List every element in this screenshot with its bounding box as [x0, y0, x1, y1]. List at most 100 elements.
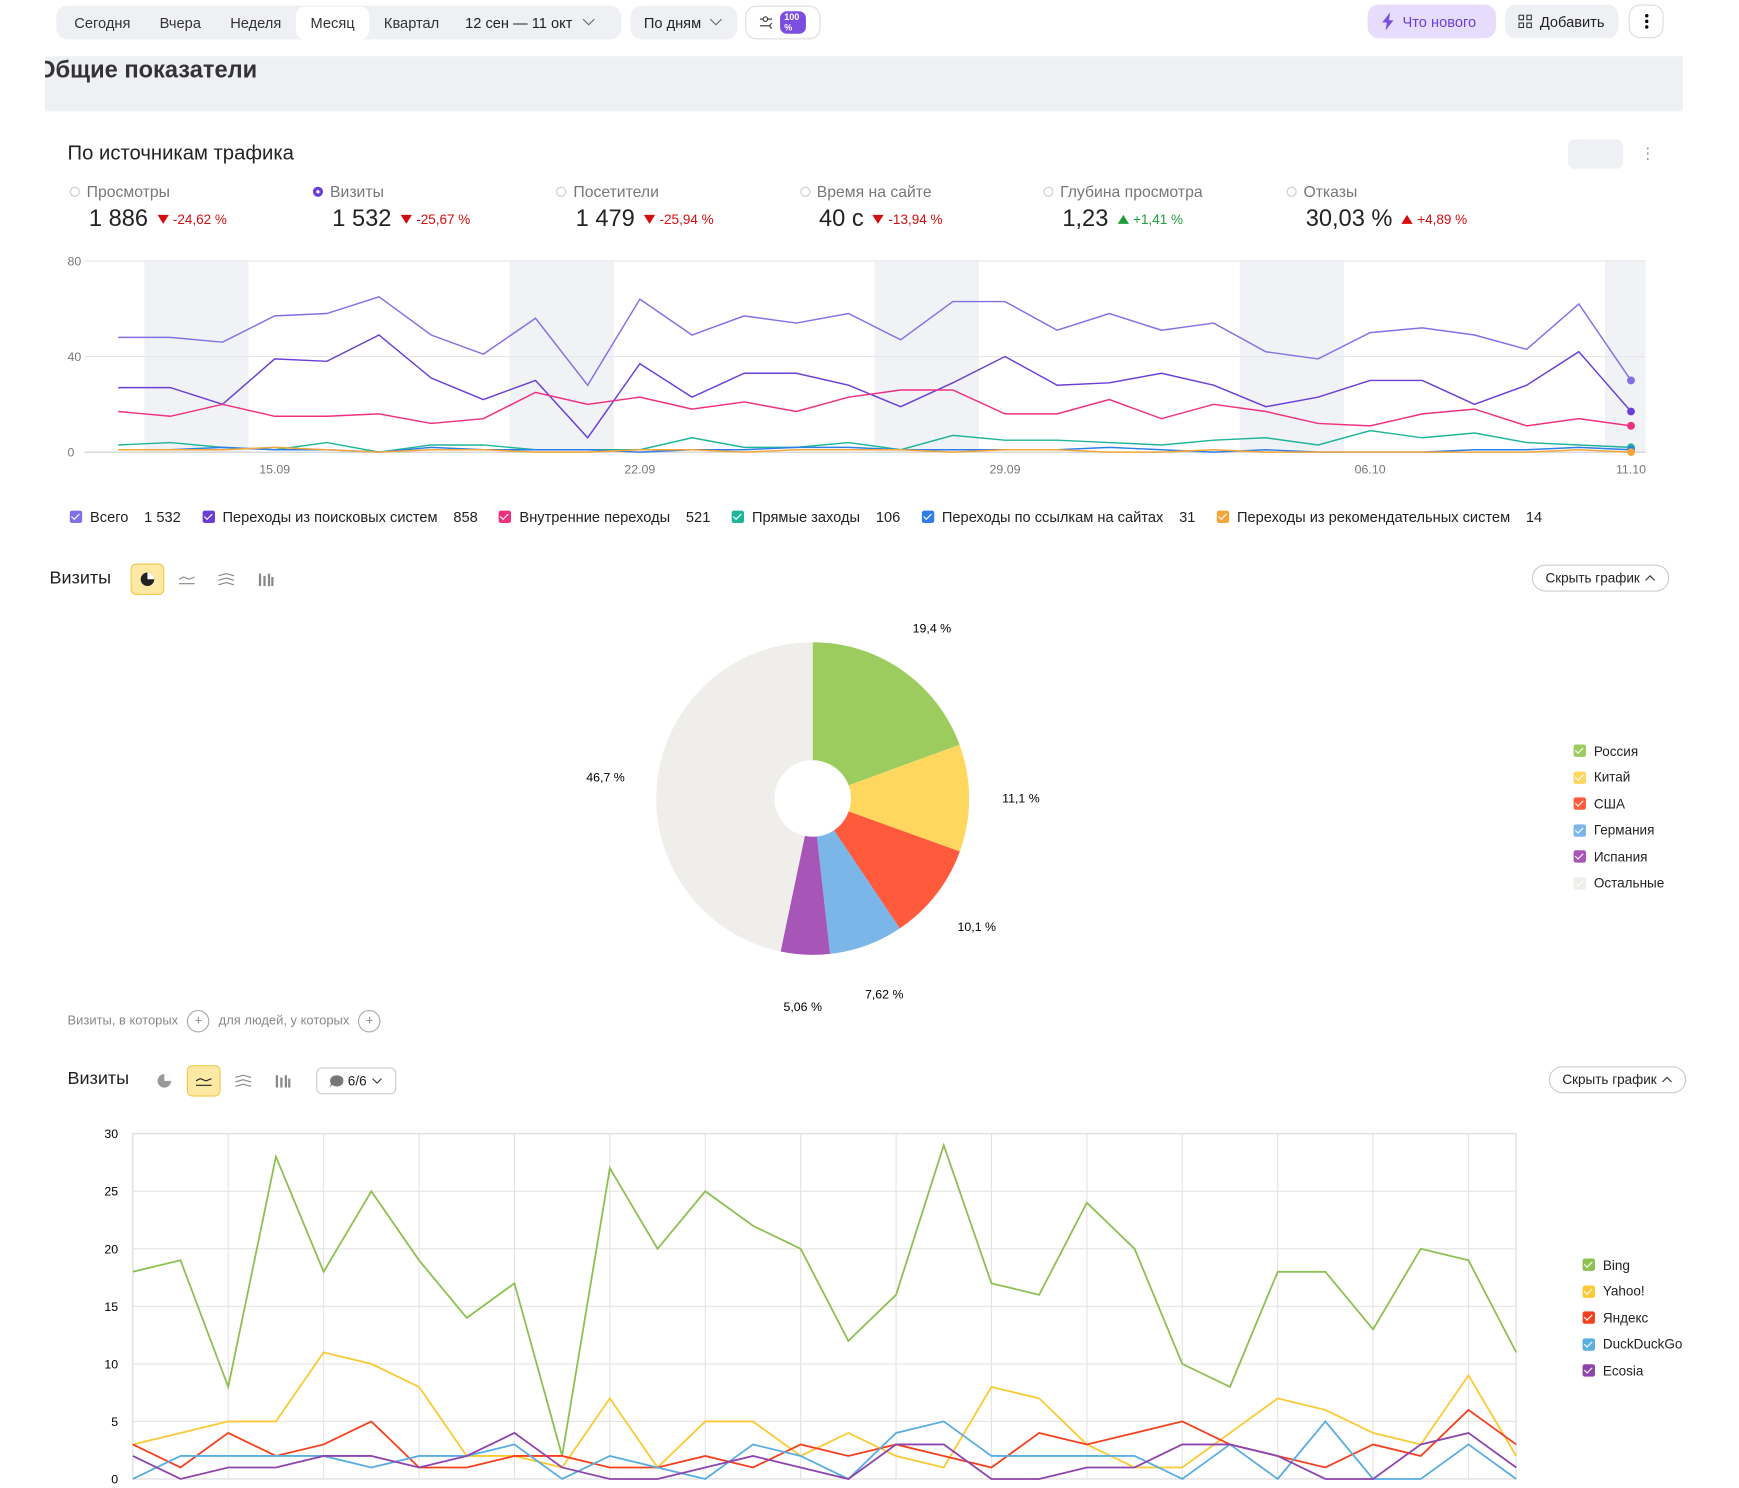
metric[interactable]: Просмотры1 886-24,62 % [70, 182, 306, 233]
metric[interactable]: Визиты1 532-25,67 % [313, 182, 549, 233]
area-icon [235, 1074, 251, 1087]
more-button[interactable] [1629, 4, 1664, 38]
metric-value-row: 1 886-24,62 % [89, 206, 306, 233]
period-tab[interactable]: Неделя [216, 6, 296, 39]
hide-chart-button[interactable]: Скрыть график [1549, 1066, 1686, 1093]
legend-item[interactable]: Bing [1583, 1252, 1683, 1278]
legend-checkbox[interactable] [1574, 798, 1586, 810]
last-point [1627, 448, 1635, 456]
metric-value-row: 30,03 %+4,89 % [1306, 206, 1523, 233]
panel-menu[interactable]: ⋮ [1640, 144, 1656, 163]
line-icon [196, 1075, 212, 1086]
legend-label: Россия [1594, 743, 1638, 759]
legend-checkbox[interactable] [1574, 745, 1586, 757]
grouping-text: По дням [644, 14, 701, 31]
legend-checkbox[interactable] [1583, 1312, 1595, 1324]
bar-type[interactable] [249, 563, 283, 594]
metric[interactable]: Посетители1 479-25,94 % [556, 182, 792, 233]
metric[interactable]: Отказы30,03 %+4,89 % [1287, 182, 1523, 233]
chart-type-switch [131, 563, 283, 594]
legend-item[interactable]: США [1574, 791, 1665, 817]
metric-name: Глубина просмотра [1060, 182, 1203, 200]
area-type[interactable] [226, 1065, 260, 1096]
metric-radio[interactable] [1043, 186, 1053, 196]
legend-item[interactable]: Россия [1574, 738, 1665, 764]
legend-item[interactable]: Остальные [1574, 870, 1665, 896]
legend-checkbox[interactable] [1583, 1338, 1595, 1350]
legend: BingYahoo!ЯндексDuckDuckGoEcosia [1583, 1252, 1683, 1384]
legend-item[interactable]: DuckDuckGo [1583, 1331, 1683, 1357]
metric-radio[interactable] [800, 186, 810, 196]
legend-item[interactable]: Германия [1574, 817, 1665, 843]
last-point [1627, 408, 1635, 416]
series-line [133, 1433, 1516, 1479]
series-count-button[interactable]: 6/6 [316, 1067, 396, 1094]
metric[interactable]: Время на сайте40 с-13,94 % [800, 182, 1036, 233]
sampling-button[interactable]: 100 % [745, 6, 820, 40]
slice-label: 19,4 % [913, 621, 952, 635]
area-icon [218, 572, 234, 585]
legend-checkbox[interactable] [202, 511, 214, 523]
legend-checkbox[interactable] [1583, 1365, 1595, 1377]
legend-checkbox[interactable] [1574, 877, 1586, 889]
period-tab[interactable]: Месяц [296, 6, 369, 39]
legend-label: Переходы из поисковых систем [222, 508, 437, 525]
metric[interactable]: Глубина просмотра1,23+1,41 % [1043, 182, 1279, 233]
metric-radio[interactable] [1287, 186, 1297, 196]
pie-type[interactable] [131, 563, 165, 594]
period-tab[interactable]: Сегодня [60, 6, 145, 39]
legend-checkbox[interactable] [922, 511, 934, 523]
legend: Всего1 532 Переходы из поисковых систем85… [70, 508, 1542, 525]
metric-value: 1,23 [1062, 206, 1108, 233]
legend-checkbox[interactable] [732, 511, 744, 523]
hide-chart-button[interactable]: Скрыть график [1532, 565, 1669, 592]
filter-label: Визиты, в которых [68, 1014, 179, 1027]
legend-item[interactable]: Испания [1574, 844, 1665, 870]
add-filter[interactable]: + [187, 1010, 210, 1032]
legend-item[interactable]: Внутренние переходы521 [499, 508, 710, 525]
legend-item[interactable]: Ecosia [1583, 1358, 1683, 1384]
sampling-badge: 100 % [780, 11, 806, 33]
legend-checkbox[interactable] [1574, 771, 1586, 783]
metric-radio[interactable] [313, 186, 323, 196]
grouping-button[interactable]: По дням [630, 6, 737, 40]
x-tick-label: 22.09 [624, 463, 655, 477]
pie-type[interactable] [147, 1065, 181, 1096]
legend-checkbox[interactable] [1583, 1259, 1595, 1271]
legend-item[interactable]: Китай [1574, 764, 1665, 790]
legend-item[interactable]: Прямые заходы106 [732, 508, 901, 525]
date-range[interactable]: 12 сен — 11 окт [465, 14, 595, 31]
legend-checkbox[interactable] [1217, 511, 1229, 523]
legend-checkbox[interactable] [499, 511, 511, 523]
legend-item[interactable]: Переходы из рекомендательных систем 14 [1217, 508, 1542, 525]
bar-type[interactable] [266, 1065, 300, 1096]
legend-label: США [1594, 796, 1625, 812]
legend-item[interactable]: Переходы из поисковых систем858 [202, 508, 478, 525]
metric-radio[interactable] [70, 186, 80, 196]
legend-total: 14 [1526, 508, 1542, 525]
legend-label: Переходы из рекомендательных систем [1237, 508, 1510, 525]
legend-item[interactable]: Yahoo! [1583, 1278, 1683, 1304]
add-button[interactable]: Добавить [1505, 4, 1619, 38]
metric-radio[interactable] [556, 186, 566, 196]
chart-settings-button[interactable] [1568, 139, 1623, 168]
legend-checkbox[interactable] [1574, 824, 1586, 836]
add-filter[interactable]: + [358, 1010, 381, 1032]
line-type[interactable] [187, 1065, 221, 1096]
legend-item[interactable]: Переходы по ссылкам на сайтах31 [922, 508, 1196, 525]
legend-checkbox[interactable] [1583, 1285, 1595, 1297]
whats-new-button[interactable]: Что нового [1368, 4, 1496, 38]
metric-name: Время на сайте [817, 182, 932, 200]
hide-chart-text: Скрыть график [1562, 1072, 1656, 1088]
legend-checkbox[interactable] [70, 511, 82, 523]
dots-icon [1644, 13, 1649, 29]
legend-checkbox[interactable] [1574, 851, 1586, 863]
legend-item[interactable]: Яндекс [1583, 1305, 1683, 1331]
period-tab[interactable]: Квартал [369, 6, 454, 39]
legend-item[interactable]: Всего1 532 [70, 508, 181, 525]
period-tab[interactable]: Вчера [145, 6, 216, 39]
area-type[interactable] [209, 563, 243, 594]
section-band: Общие показатели [45, 56, 1683, 111]
line-type[interactable] [170, 563, 204, 594]
metric-change: +4,89 % [1401, 211, 1467, 227]
